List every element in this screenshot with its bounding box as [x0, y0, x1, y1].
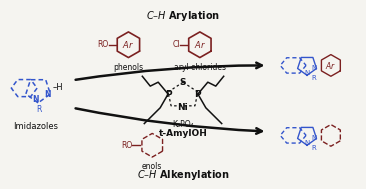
Text: $\it{C}$–$\it{H}$ Arylation: $\it{C}$–$\it{H}$ Arylation — [146, 9, 220, 23]
Text: S: S — [180, 78, 186, 87]
Text: $\it{Ar}$: $\it{Ar}$ — [194, 39, 206, 50]
Text: R: R — [36, 105, 42, 114]
Text: R: R — [311, 145, 316, 151]
Text: P: P — [165, 90, 171, 98]
Text: $\it{Ar}$: $\it{Ar}$ — [325, 60, 336, 71]
Text: N: N — [44, 91, 50, 99]
Text: N: N — [305, 140, 310, 146]
Text: N: N — [311, 135, 317, 141]
Text: N: N — [311, 65, 317, 71]
Text: $\it{Ar}$: $\it{Ar}$ — [122, 39, 134, 50]
Text: RO: RO — [97, 40, 109, 49]
Text: K₃PO₄: K₃PO₄ — [172, 120, 194, 129]
Text: t-AmylOH: t-AmylOH — [158, 129, 208, 139]
Text: N: N — [305, 70, 310, 76]
Text: phenols: phenols — [113, 64, 143, 72]
Text: N: N — [32, 95, 38, 104]
Text: enols: enols — [142, 162, 163, 171]
Text: Cl: Cl — [172, 40, 180, 49]
Text: $\it{C}$–$\it{H}$ Alkenylation: $\it{C}$–$\it{H}$ Alkenylation — [137, 168, 229, 182]
Text: aryl chlorides: aryl chlorides — [174, 64, 226, 72]
Text: Imidazoles: Imidazoles — [14, 122, 59, 131]
Text: RO: RO — [121, 141, 132, 150]
Text: P: P — [195, 90, 201, 98]
Text: Ni: Ni — [178, 103, 188, 112]
Text: –H: –H — [53, 83, 64, 92]
Text: R: R — [311, 75, 316, 81]
